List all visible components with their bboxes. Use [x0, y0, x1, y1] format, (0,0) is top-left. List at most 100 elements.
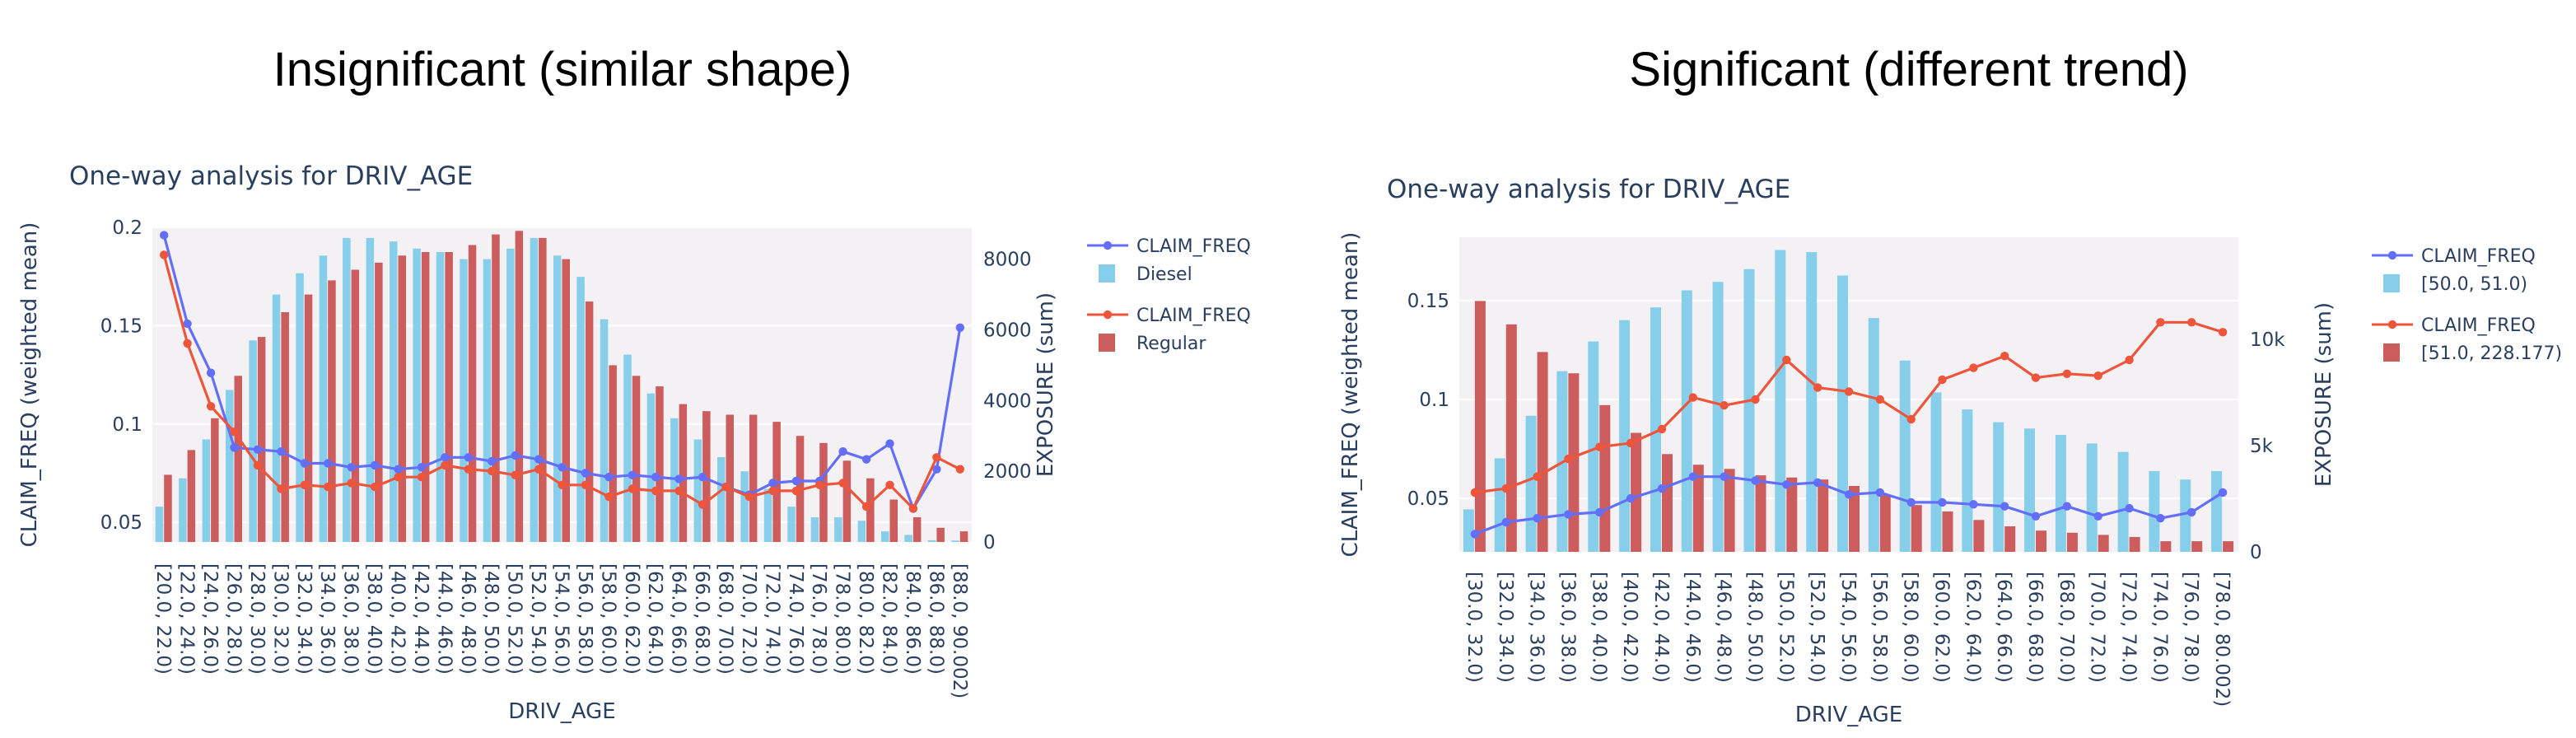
point — [791, 476, 800, 486]
bar — [202, 439, 211, 542]
legend: CLAIM_FREQ [50.0, 51.0) CLAIM_FREQ [51.0, 2… — [2372, 246, 2562, 364]
bar — [1692, 465, 1704, 552]
point — [604, 473, 614, 482]
point — [885, 439, 894, 448]
bar — [904, 535, 912, 542]
bar — [1818, 479, 1829, 552]
bar — [842, 460, 852, 542]
point — [651, 486, 660, 496]
point — [604, 492, 614, 502]
bar — [343, 237, 351, 542]
y2-tick-label: 6000 — [983, 320, 1032, 341]
bar — [539, 237, 547, 542]
x-tick-label: [62.0, 64.0) — [644, 563, 665, 675]
x-tick-label: [74.0, 76.0) — [2149, 572, 2170, 683]
point — [347, 463, 356, 472]
bar — [562, 259, 570, 542]
point — [558, 480, 567, 489]
bar — [1911, 505, 1922, 552]
bar — [1775, 250, 1786, 552]
bar — [530, 237, 539, 542]
bar — [1568, 373, 1580, 552]
y-tick-label: 0.05 — [1407, 488, 1449, 510]
bar — [1879, 494, 1891, 552]
x-tick-label: [54.0, 56.0) — [551, 563, 572, 675]
point — [2125, 355, 2134, 365]
point — [417, 473, 427, 482]
x-tick-label: [22.0, 24.0) — [176, 563, 198, 675]
x-tick-label: [88.0, 90.002) — [949, 563, 970, 698]
point — [206, 368, 216, 377]
bar-series — [155, 237, 959, 542]
x-tick-label: [50.0, 52.0) — [1775, 572, 1796, 683]
point — [698, 473, 707, 482]
point — [534, 455, 544, 464]
point — [628, 484, 637, 493]
point — [2187, 318, 2196, 327]
point — [1720, 401, 1729, 410]
y2-tick-label: 8000 — [983, 250, 1032, 271]
x-tick-label: [76.0, 78.0) — [808, 563, 829, 675]
point — [1844, 490, 1854, 499]
bar — [609, 365, 617, 542]
bar — [834, 517, 842, 542]
point — [2187, 507, 2196, 517]
x-tick-label: [34.0, 36.0) — [316, 563, 338, 675]
freq-line-series — [1470, 318, 2228, 497]
legend-label: [51.0, 228.177) — [2421, 343, 2562, 364]
bar — [445, 252, 453, 542]
point — [815, 480, 824, 489]
bar — [2160, 541, 2172, 552]
point — [1813, 478, 1822, 488]
x-axis-title: DRIV_AGE — [1795, 703, 1902, 727]
bar — [1525, 415, 1537, 552]
bar — [436, 252, 445, 542]
bar — [226, 390, 234, 542]
x-tick-label: [24.0, 26.0) — [199, 563, 221, 675]
y-tick-label: 0.2 — [112, 217, 142, 239]
point — [1782, 480, 1791, 489]
point — [838, 447, 847, 456]
bar-series — [1474, 301, 2234, 552]
x-tick-label: [70.0, 72.0) — [738, 563, 759, 675]
bar — [413, 248, 421, 542]
point — [253, 445, 263, 454]
bar — [1631, 432, 1642, 552]
x-tick-label: [54.0, 56.0) — [1837, 572, 1859, 683]
bar — [1993, 422, 2004, 552]
x-tick-label: [80.0, 82.0) — [855, 563, 876, 675]
point — [1595, 442, 1604, 451]
legend-bar-swatch — [2383, 343, 2400, 362]
point — [2125, 503, 2134, 513]
x-tick-label: [66.0, 68.0) — [691, 563, 712, 675]
point — [908, 504, 918, 513]
bar — [304, 294, 313, 542]
y2-axis-title: EXPOSURE (sum) — [2312, 302, 2336, 487]
point — [1657, 483, 1667, 493]
bar — [2055, 435, 2066, 552]
bar — [460, 259, 468, 542]
bar — [319, 255, 328, 542]
legend-label: CLAIM_FREQ — [2421, 315, 2536, 336]
x-tick-label: [26.0, 28.0) — [223, 563, 245, 675]
x-tick-label: [58.0, 60.0) — [597, 563, 618, 675]
x-tick-label: [48.0, 50.0) — [480, 563, 502, 675]
point — [300, 459, 309, 468]
x-tick-label: [46.0, 48.0) — [457, 563, 478, 675]
bar — [390, 241, 398, 542]
bar — [1930, 392, 1942, 552]
bar — [726, 414, 734, 542]
x-tick-label: [34.0, 36.0) — [1526, 572, 1547, 683]
legend-marker — [1103, 241, 1113, 250]
point — [885, 480, 894, 489]
bar — [2024, 428, 2035, 552]
point — [1782, 355, 1791, 365]
bar — [187, 450, 196, 542]
point — [1906, 414, 1916, 424]
point — [1626, 438, 1636, 448]
bar — [179, 478, 187, 542]
bar — [763, 488, 772, 542]
x-tick-label: [48.0, 50.0) — [1744, 572, 1766, 683]
bar — [2149, 470, 2160, 552]
